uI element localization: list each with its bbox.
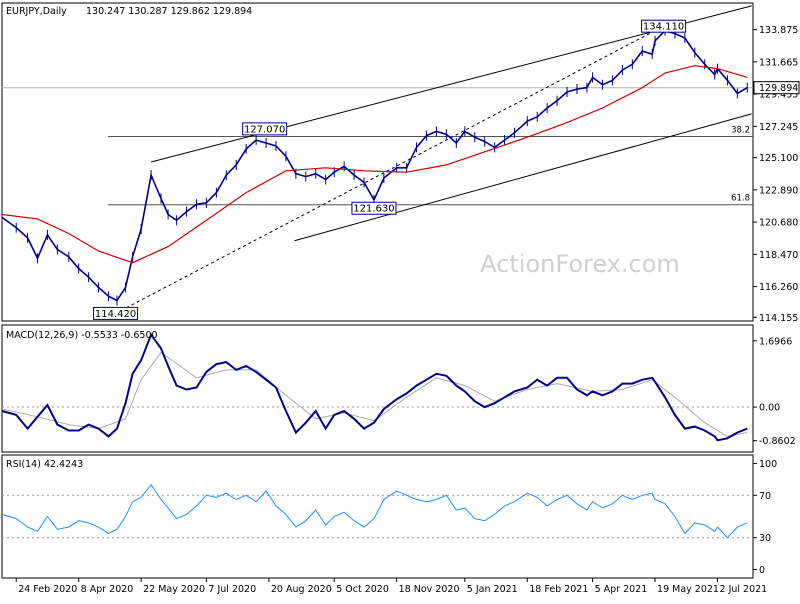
- x-axis-label: 7 Jul 2020: [208, 584, 256, 595]
- watermark: ActionForex.com: [480, 250, 680, 278]
- swing-label-box: [351, 201, 397, 215]
- x-axis-label: 5 Oct 2020: [336, 584, 389, 595]
- moving-average-line: [1, 65, 748, 264]
- macd-y-tick-label: -0.8602: [759, 436, 796, 447]
- rsi-pane-frame: [1, 454, 754, 579]
- main-y-tick-label: 116.260: [759, 282, 798, 293]
- fib-level-label: 61.8: [731, 194, 750, 204]
- rsi-label: RSI(14) 42.4243: [6, 459, 83, 470]
- rsi-line: [1, 483, 748, 539]
- main-y-tick-label: 133.875: [759, 25, 798, 36]
- x-axis-label: 22 May 2020: [143, 584, 205, 595]
- dashed-trend-line: [115, 25, 664, 314]
- main-y-tick-label: 127.245: [759, 122, 798, 133]
- channel-lower-line: [294, 113, 752, 242]
- swing-label-box: [641, 19, 687, 33]
- main-pane-frame: [1, 2, 754, 322]
- macd-label: MACD(12,26,9) -0.5533 -0.6500: [6, 330, 158, 341]
- x-axis-label: 18 Feb 2021: [529, 584, 588, 595]
- macd-line: [1, 332, 748, 442]
- x-axis-label: 5 Apr 2021: [595, 584, 648, 595]
- x-axis-label: 2 Jul 2021: [720, 584, 768, 595]
- swing-label: 127.070: [244, 124, 285, 135]
- main-y-tick-label: 118.470: [759, 250, 798, 261]
- swing-label-box: [93, 306, 139, 320]
- main-y-tick-label: 122.890: [759, 185, 798, 196]
- fib-level-label: 38.2: [731, 125, 750, 135]
- macd-signal-line: [1, 351, 748, 437]
- x-axis-label: 5 Jan 2021: [467, 584, 518, 595]
- macd-pane-frame: [1, 324, 754, 453]
- x-axis-label: 18 Nov 2020: [399, 584, 460, 595]
- x-axis-label: 19 May 2021: [657, 584, 719, 595]
- x-axis-label: 24 Feb 2020: [18, 584, 77, 595]
- swing-label-box: [242, 122, 288, 136]
- last-price-tag-label: 129.894: [759, 83, 798, 94]
- rsi-y-tick-label: 30: [759, 533, 771, 544]
- macd-y-tick-label: 1.6966: [759, 336, 792, 347]
- symbol-label: EURJPY,Daily: [6, 6, 67, 17]
- main-y-tick-label: 125.100: [759, 153, 798, 164]
- main-y-tick-label: 120.680: [759, 218, 798, 229]
- main-y-tick-label: 129.455: [759, 90, 798, 101]
- main-y-tick-label: 114.155: [759, 313, 798, 324]
- swing-label: 114.420: [95, 309, 136, 320]
- last-price-tag: [753, 81, 800, 95]
- rsi-y-tick-label: 70: [759, 491, 771, 502]
- swing-label: 121.630: [353, 204, 394, 215]
- ohlc-label: 130.247 130.287 129.862 129.894: [86, 6, 252, 17]
- rsi-y-tick-label: 0: [759, 565, 765, 576]
- x-axis-label: 20 Aug 2020: [271, 584, 332, 595]
- swing-label: 134.110: [643, 22, 684, 33]
- rsi-y-tick-label: 100: [759, 459, 777, 470]
- macd-y-tick-label: 0.00: [759, 403, 780, 414]
- x-axis-label: 8 Apr 2020: [81, 584, 134, 595]
- main-y-tick-label: 131.665: [759, 57, 798, 68]
